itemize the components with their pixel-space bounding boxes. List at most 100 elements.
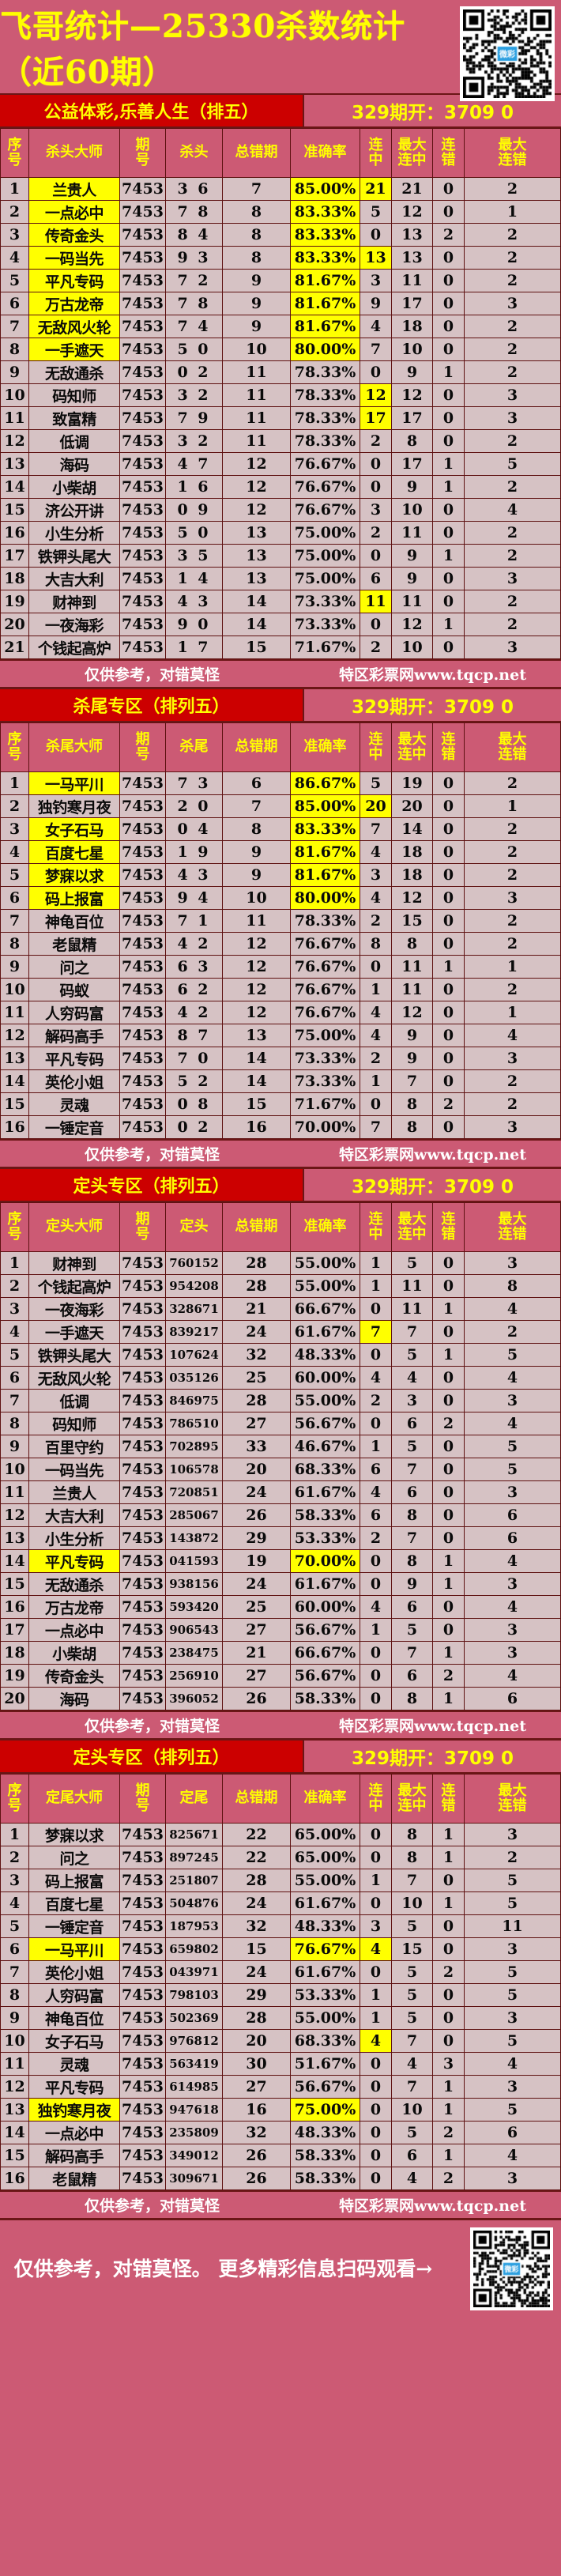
table-row[interactable]: 15 无敌通杀 7453 938156 24 61.67% 0 9 1 3	[0, 1572, 561, 1596]
table-row[interactable]: 9 无敌通杀 7453 0 2 11 78.33% 0 9 1 2	[0, 360, 561, 384]
table-row[interactable]: 16 万古龙帝 7453 593420 25 60.00% 4 6 0 4	[0, 1595, 561, 1619]
master-name: 百度七星	[28, 1891, 120, 1915]
table-row[interactable]: 11 兰贵人 7453 720851 24 61.67% 4 6 0 3	[0, 1480, 561, 1504]
accuracy-rate: 78.33%	[290, 406, 360, 430]
table-row[interactable]: 20 一夜海彩 7453 9 0 14 73.33% 0 12 1 2	[0, 613, 561, 636]
table-row[interactable]: 8 一手遮天 7453 5 0 10 80.00% 7 10 0 2	[0, 338, 561, 361]
table-row[interactable]: 11 人穷码富 7453 4 2 12 76.67% 4 12 0 1	[0, 1001, 561, 1024]
site-url[interactable]: 特区彩票网www.tqcp.net	[339, 1718, 526, 1735]
table-row[interactable]: 1 财神到 7453 760152 28 55.00% 1 5 0 3	[0, 1251, 561, 1275]
master-name: 万古龙帝	[28, 1595, 120, 1619]
table-row[interactable]: 10 码蚁 7453 6 2 12 76.67% 1 11 0 2	[0, 978, 561, 1001]
table-row[interactable]: 14 平凡专码 7453 041593 19 70.00% 0 8 1 4	[0, 1549, 561, 1573]
table-row[interactable]: 18 大吉大利 7453 1 4 13 75.00% 6 9 0 3	[0, 567, 561, 590]
table-row[interactable]: 15 解码高手 7453 349012 26 58.33% 0 6 1 4	[0, 2144, 561, 2167]
total-error-periods: 7	[222, 177, 291, 201]
column-header: 最大 连错	[464, 128, 561, 178]
table-row[interactable]: 11 灵魂 7453 563419 30 51.67% 0 4 3 4	[0, 2052, 561, 2076]
site-url[interactable]: 特区彩票网www.tqcp.net	[339, 1146, 526, 1164]
table-row[interactable]: 1 一马平川 7453 7 3 6 86.67% 5 19 0 2	[0, 771, 561, 795]
table-row[interactable]: 14 英伦小姐 7453 5 2 14 73.33% 1 7 0 2	[0, 1069, 561, 1093]
table-row[interactable]: 2 独钓寒月夜 7453 2 0 7 85.00% 20 20 0 1	[0, 794, 561, 818]
table-row[interactable]: 5 平凡专码 7453 7 2 9 81.67% 3 11 0 2	[0, 269, 561, 292]
table-row[interactable]: 19 财神到 7453 4 3 14 73.33% 11 11 0 2	[0, 590, 561, 613]
table-row[interactable]: 7 英伦小姐 7453 043971 24 61.67% 0 5 2 5	[0, 1960, 561, 1984]
site-url[interactable]: 特区彩票网www.tqcp.net	[339, 666, 526, 684]
table-row[interactable]: 14 一点必中 7453 235809 32 48.33% 0 5 2 6	[0, 2121, 561, 2144]
table-row[interactable]: 6 无敌风火轮 7453 035126 25 60.00% 4 4 0 4	[0, 1366, 561, 1390]
column-header: 最大 连错	[464, 722, 561, 772]
table-row[interactable]: 6 一马平川 7453 659802 15 76.67% 4 15 0 3	[0, 1937, 561, 1961]
table-row[interactable]: 19 传奇金头 7453 256910 27 56.67% 0 6 2 4	[0, 1664, 561, 1688]
table-row[interactable]: 4 百度七星 7453 1 9 9 81.67% 4 18 0 2	[0, 840, 561, 864]
table-row[interactable]: 17 铁钾头尾大 7453 3 5 13 75.00% 0 9 1 2	[0, 544, 561, 568]
table-row[interactable]: 3 码上报富 7453 251807 28 55.00% 1 7 0 5	[0, 1869, 561, 1892]
table-row[interactable]: 13 小生分析 7453 143872 29 53.33% 2 7 0 6	[0, 1526, 561, 1550]
qr-code-icon[interactable]	[470, 2227, 553, 2310]
table-row[interactable]: 7 低调 7453 846975 28 55.00% 2 3 0 3	[0, 1389, 561, 1412]
table-row[interactable]: 5 梦寐以求 7453 4 3 9 81.67% 3 18 0 2	[0, 863, 561, 887]
table-row[interactable]: 20 海码 7453 396052 26 58.33% 0 8 1 6	[0, 1687, 561, 1710]
table-row[interactable]: 6 码上报富 7453 9 4 10 80.00% 4 12 0 3	[0, 886, 561, 910]
table-row[interactable]: 3 传奇金头 7453 8 4 8 83.33% 0 13 2 2	[0, 223, 561, 247]
table-row[interactable]: 17 一点必中 7453 906543 27 56.67% 1 5 0 3	[0, 1618, 561, 1642]
consecutive-misses: 0	[432, 863, 465, 887]
table-row[interactable]: 9 问之 7453 6 3 12 76.67% 0 11 1 1	[0, 955, 561, 979]
table-row[interactable]: 4 一码当先 7453 9 3 8 83.33% 13 13 0 2	[0, 246, 561, 270]
kill-number: 1 6	[165, 475, 223, 499]
table-row[interactable]: 3 女子石马 7453 0 4 8 83.33% 7 14 0 2	[0, 817, 561, 841]
master-name: 码知师	[28, 1412, 120, 1435]
table-row[interactable]: 12 低调 7453 3 2 11 78.33% 2 8 0 2	[0, 429, 561, 453]
master-name: 百里守约	[28, 1435, 120, 1458]
table-row[interactable]: 16 老鼠精 7453 309671 26 58.33% 0 4 2 3	[0, 2167, 561, 2190]
table-row[interactable]: 12 大吉大利 7453 285067 26 58.33% 6 8 0 6	[0, 1503, 561, 1527]
consecutive-misses: 0	[432, 1618, 465, 1642]
table-row[interactable]: 7 无敌风火轮 7453 7 4 9 81.67% 4 18 0 2	[0, 315, 561, 338]
table-row[interactable]: 2 问之 7453 897245 22 65.00% 0 8 1 2	[0, 1846, 561, 1869]
table-row[interactable]: 12 平凡专码 7453 614985 27 56.67% 0 7 1 3	[0, 2075, 561, 2099]
table-row[interactable]: 16 小生分析 7453 5 0 13 75.00% 2 11 0 2	[0, 521, 561, 545]
max-consecutive-misses: 4	[464, 2144, 561, 2167]
accuracy-rate: 80.00%	[290, 886, 360, 910]
section-banner: 定头专区（排列五） 329期开：3709 0	[0, 1739, 561, 1774]
table-row[interactable]: 15 灵魂 7453 0 8 15 71.67% 0 8 2 2	[0, 1092, 561, 1116]
table-row[interactable]: 3 一夜海彩 7453 328671 21 66.67% 0 11 1 4	[0, 1297, 561, 1321]
table-row[interactable]: 15 济公开讲 7453 0 9 12 76.67% 3 10 0 4	[0, 498, 561, 522]
table-row[interactable]: 5 一锤定音 7453 187953 32 48.33% 3 5 0 11	[0, 1914, 561, 1938]
table-row[interactable]: 18 小柴胡 7453 238475 21 66.67% 0 7 1 3	[0, 1641, 561, 1665]
table-row[interactable]: 16 一锤定音 7453 0 2 16 70.00% 7 8 0 3	[0, 1115, 561, 1139]
table-row[interactable]: 5 铁钾头尾大 7453 107624 32 48.33% 0 5 1 5	[0, 1343, 561, 1367]
total-error-periods: 25	[222, 1595, 291, 1619]
table-row[interactable]: 13 独钓寒月夜 7453 947618 16 75.00% 0 10 1 5	[0, 2098, 561, 2122]
table-row[interactable]: 10 码知师 7453 3 2 11 78.33% 12 12 0 3	[0, 383, 561, 407]
table-row[interactable]: 8 码知师 7453 786510 27 56.67% 0 6 2 4	[0, 1412, 561, 1435]
qr-code-icon[interactable]	[460, 6, 555, 101]
table-row[interactable]: 1 梦寐以求 7453 825671 22 65.00% 0 8 1 3	[0, 1823, 561, 1846]
table-row[interactable]: 14 小柴胡 7453 1 6 12 76.67% 0 9 1 2	[0, 475, 561, 499]
table-row[interactable]: 7 神龟百位 7453 7 1 11 78.33% 2 15 0 2	[0, 909, 561, 933]
table-row[interactable]: 11 致富精 7453 7 9 11 78.33% 17 17 0 3	[0, 406, 561, 430]
table-row[interactable]: 21 个钱起高炉 7453 1 7 15 71.67% 2 10 0 3	[0, 636, 561, 659]
table-row[interactable]: 9 百里守约 7453 702895 33 46.67% 1 5 0 5	[0, 1435, 561, 1458]
max-consecutive-misses: 3	[464, 1618, 561, 1642]
table-row[interactable]: 13 平凡专码 7453 7 0 14 73.33% 2 9 0 3	[0, 1047, 561, 1070]
table-row[interactable]: 2 一点必中 7453 7 8 8 83.33% 5 12 0 1	[0, 200, 561, 224]
table-row[interactable]: 10 一码当先 7453 106578 20 68.33% 6 7 0 5	[0, 1458, 561, 1481]
total-error-periods: 8	[222, 817, 291, 841]
table-row[interactable]: 2 个钱起高炉 7453 954208 28 55.00% 1 11 0 8	[0, 1274, 561, 1298]
table-row[interactable]: 10 女子石马 7453 976812 20 68.33% 4 7 0 5	[0, 2029, 561, 2053]
table-row[interactable]: 8 人穷码富 7453 798103 29 53.33% 1 5 0 5	[0, 1983, 561, 2007]
table-row[interactable]: 13 海码 7453 4 7 12 76.67% 0 17 1 5	[0, 452, 561, 476]
table-row[interactable]: 12 解码高手 7453 8 7 13 75.00% 4 9 0 4	[0, 1024, 561, 1047]
accuracy-rate: 83.33%	[290, 223, 360, 247]
table-row[interactable]: 9 神龟百位 7453 502369 28 55.00% 1 5 0 3	[0, 2006, 561, 2030]
accuracy-rate: 68.33%	[290, 1458, 360, 1481]
consecutive-hits: 0	[360, 1412, 392, 1435]
table-row[interactable]: 4 一手遮天 7453 839217 24 61.67% 7 7 0 2	[0, 1320, 561, 1344]
table-row[interactable]: 1 兰贵人 7453 3 6 7 85.00% 21 21 0 2	[0, 177, 561, 201]
site-url[interactable]: 特区彩票网www.tqcp.net	[339, 2197, 526, 2215]
table-row[interactable]: 4 百度七星 7453 504876 24 61.67% 0 10 1 5	[0, 1891, 561, 1915]
table-row[interactable]: 6 万古龙帝 7453 7 8 9 81.67% 9 17 0 3	[0, 292, 561, 315]
max-consecutive-hits: 13	[391, 223, 433, 247]
table-row[interactable]: 8 老鼠精 7453 4 2 12 76.67% 8 8 0 2	[0, 932, 561, 956]
